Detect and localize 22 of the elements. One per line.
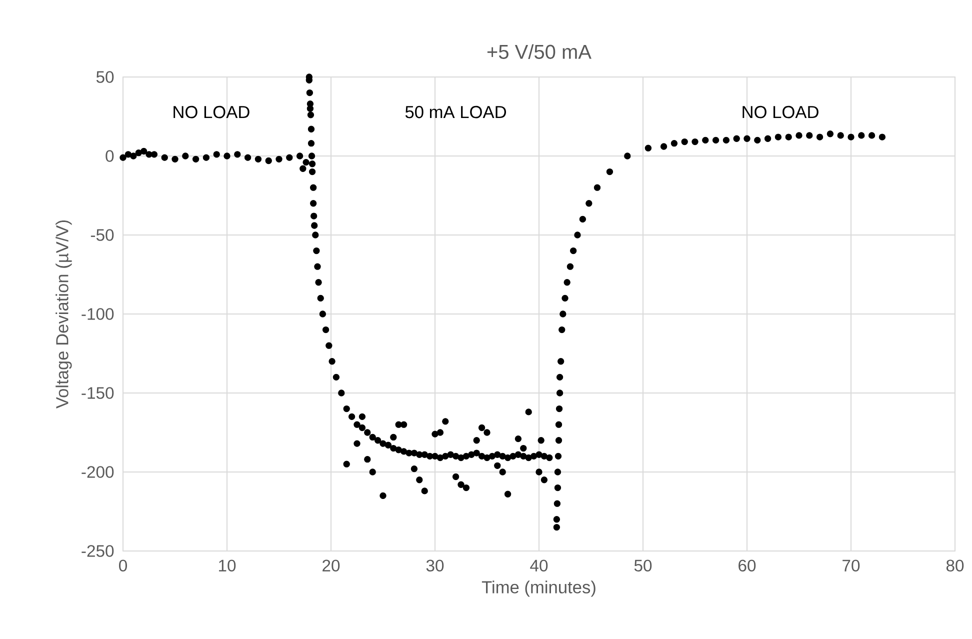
x-tick-label: 30 (426, 560, 444, 572)
x-tick-label: 60 (738, 560, 756, 572)
x-tick-label: 0 (119, 560, 127, 572)
y-tick-label: 0 (106, 150, 114, 162)
y-tick-label: -100 (82, 308, 114, 320)
y-tick-label: -150 (82, 387, 114, 399)
annotation: 50 mA LOAD (405, 106, 506, 118)
x-tick-label: 10 (219, 560, 236, 572)
y-tick-label: -50 (90, 229, 114, 241)
y-tick-label: -200 (82, 466, 114, 478)
x-tick-label: 20 (322, 560, 340, 572)
x-tick-label: 50 (634, 560, 652, 572)
x-axis-title: Time (minutes) (482, 580, 596, 597)
x-tick-label: 40 (530, 560, 548, 572)
y-tick-label: 50 (96, 71, 114, 83)
chart-title: +5 V/50 mA (487, 44, 592, 59)
x-tick-label: 80 (946, 560, 964, 572)
y-axis-title: Voltage Deviation (µV/V) (56, 220, 72, 408)
x-tick-label: 70 (842, 560, 860, 572)
annotation: NO LOAD (742, 106, 818, 118)
annotation: NO LOAD (174, 106, 250, 118)
y-tick-label: -250 (82, 545, 114, 557)
